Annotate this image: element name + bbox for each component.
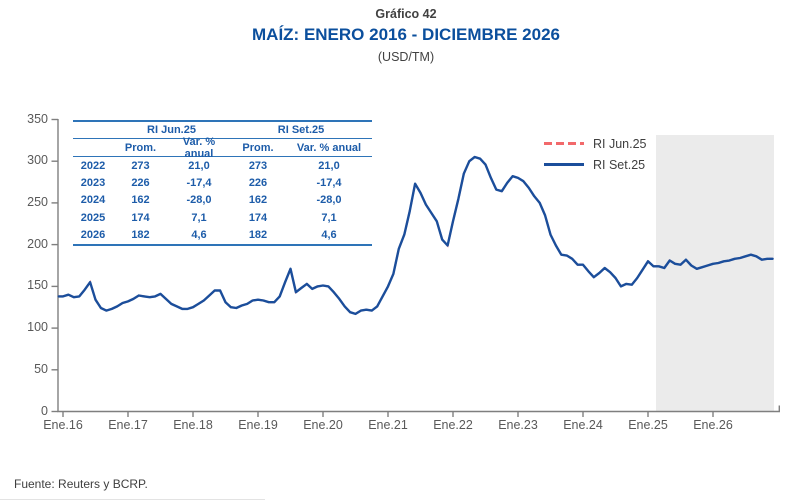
col-header-var-jun: Var. % anual	[182, 135, 216, 160]
legend-label-ri-set25: RI Set.25	[593, 157, 646, 172]
source-note: Fuente: Reuters y BCRP.	[14, 477, 148, 491]
table-row: 2023 226 -17,4 226 -17,4	[80, 177, 342, 190]
table-row: 2026 182 4,6 182 4,6	[80, 229, 337, 242]
y-tick-label: 200	[27, 237, 48, 251]
page-title: MAÍZ: ENERO 2016 - DICIEMBRE 2026	[252, 25, 560, 44]
col-header-prom-set: Prom.	[242, 141, 274, 154]
figure-number-label: Gráfico 42	[375, 7, 437, 21]
x-tick-label: Ene.25	[628, 418, 668, 432]
bottom-divider	[0, 499, 265, 500]
table-group-header-row: RI Jun.25 RI Set.25	[73, 122, 372, 139]
y-tick-label: 350	[27, 112, 48, 126]
projection-area	[656, 135, 774, 412]
x-tick-label: Ene.22	[433, 418, 473, 432]
table-row: 2022 273 21,0 273 21,0	[80, 159, 340, 172]
col-header-var-set: Var. % anual	[296, 141, 362, 154]
ri-set25-line	[57, 155, 774, 316]
y-tick-label: 100	[27, 320, 48, 334]
x-tick-label: Ene.23	[498, 418, 538, 432]
solid-line-swatch-icon	[544, 162, 584, 167]
legend-item-ri-jun25: RI Jun.25	[544, 133, 647, 154]
col-header-prom-jun: Prom.	[124, 141, 157, 154]
legend: RI Jun.25 RI Set.25	[544, 133, 647, 175]
table-row: 2024 162 -28,0 162 -28,0	[80, 194, 342, 207]
y-tick-label: 50	[34, 362, 48, 376]
group-header-ri-set25: RI Set.25	[277, 124, 325, 136]
unit-label: (USD/TM)	[377, 50, 435, 64]
x-tick-label: Ene.18	[173, 418, 213, 432]
x-tick-label: Ene.21	[368, 418, 408, 432]
legend-label-ri-jun25: RI Jun.25	[593, 136, 647, 151]
x-tick-label: Ene.16	[43, 418, 83, 432]
forecast-table: RI Jun.25 RI Set.25 Prom. Var. % anual P…	[73, 120, 372, 246]
x-tick-label: Ene.26	[693, 418, 733, 432]
y-tick-label: 250	[27, 195, 48, 209]
x-tick-label: Ene.19	[238, 418, 278, 432]
x-tick-label: Ene.17	[108, 418, 148, 432]
x-tick-label: Ene.24	[563, 418, 603, 432]
x-tick-label: Ene.20	[303, 418, 343, 432]
table-column-header-row: Prom. Var. % anual Prom. Var. % anual	[73, 135, 372, 160]
group-header-ri-jun25: RI Jun.25	[147, 124, 196, 136]
table-row: 2025 174 7,1 174 7,1	[80, 211, 337, 224]
y-tick-label: 0	[41, 404, 48, 418]
y-tick-label: 150	[27, 278, 48, 292]
dashed-line-swatch-icon	[544, 142, 584, 145]
legend-item-ri-set25: RI Set.25	[544, 154, 647, 175]
y-tick-label: 300	[27, 153, 48, 167]
